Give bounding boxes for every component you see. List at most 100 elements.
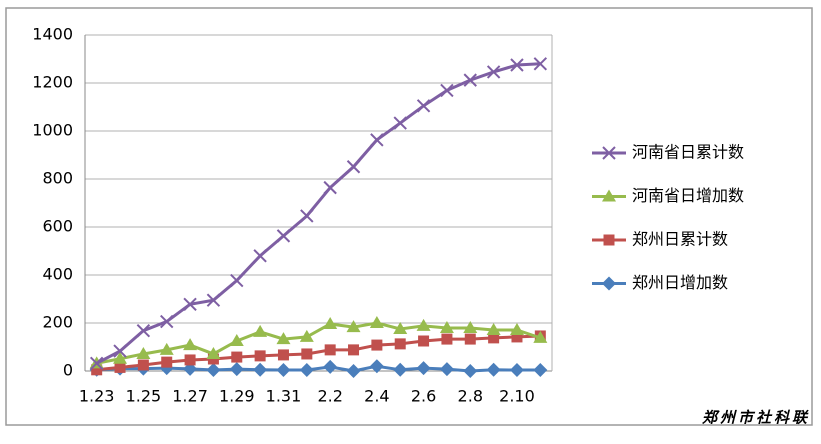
marker xyxy=(113,344,127,358)
chart-frame xyxy=(5,7,813,426)
marker xyxy=(511,331,523,343)
marker xyxy=(276,229,291,243)
y-tick-label: 1200 xyxy=(32,73,73,92)
marker xyxy=(369,316,384,328)
legend-label: 河南省日增加数 xyxy=(632,186,744,205)
legend-label: 河南省日累计数 xyxy=(632,143,744,162)
y-tick-label: 1000 xyxy=(32,121,73,140)
marker xyxy=(299,363,314,378)
legend-label: 郑州日增加数 xyxy=(632,273,728,292)
marker xyxy=(253,362,268,377)
marker xyxy=(253,249,267,263)
marker xyxy=(137,359,149,371)
marker xyxy=(207,353,219,365)
x-tick-label: 1.23 xyxy=(79,387,115,406)
marker xyxy=(369,359,384,374)
y-tick-label: 600 xyxy=(42,217,73,236)
marker xyxy=(509,322,524,335)
legend-label: 郑州日累计数 xyxy=(632,230,728,249)
x-tick-label: 1.29 xyxy=(219,387,255,406)
marker xyxy=(346,320,361,333)
marker xyxy=(276,363,291,378)
marker xyxy=(416,99,431,113)
marker xyxy=(301,348,313,360)
marker xyxy=(160,314,174,329)
marker xyxy=(393,322,408,334)
marker xyxy=(370,133,384,147)
marker xyxy=(229,334,244,346)
marker xyxy=(418,335,430,347)
marker xyxy=(416,361,431,376)
marker xyxy=(231,351,243,363)
x-tick-label: 2.6 xyxy=(411,387,436,406)
marker xyxy=(440,83,454,98)
marker xyxy=(113,351,128,364)
marker xyxy=(206,346,221,359)
marker xyxy=(603,234,615,246)
marker xyxy=(463,73,477,87)
marker xyxy=(509,363,524,378)
x-tick-label: 2.10 xyxy=(499,387,535,406)
marker xyxy=(486,65,501,79)
marker xyxy=(416,318,431,331)
y-tick-label: 400 xyxy=(42,265,73,284)
marker xyxy=(346,160,361,174)
y-tick-label: 0 xyxy=(63,361,73,380)
marker xyxy=(161,356,173,368)
marker xyxy=(348,344,360,356)
marker xyxy=(464,333,476,345)
marker xyxy=(159,342,174,355)
marker xyxy=(114,361,126,373)
marker xyxy=(371,339,383,351)
marker xyxy=(510,58,524,72)
marker xyxy=(439,362,454,377)
marker xyxy=(254,350,266,362)
y-tick-label: 200 xyxy=(42,313,73,332)
marker xyxy=(393,116,407,130)
marker xyxy=(229,362,244,377)
marker xyxy=(323,359,338,374)
y-tick-label: 800 xyxy=(42,169,73,188)
marker xyxy=(486,322,501,335)
marker xyxy=(488,332,500,344)
marker xyxy=(323,316,338,329)
marker xyxy=(394,338,406,350)
marker xyxy=(277,349,289,361)
marker xyxy=(230,273,244,288)
marker xyxy=(253,324,268,337)
x-tick-label: 2.8 xyxy=(458,387,483,406)
marker xyxy=(463,321,478,334)
marker xyxy=(136,323,151,338)
marker xyxy=(323,180,337,195)
watermark: 郑州市社科联 xyxy=(701,409,810,427)
marker xyxy=(602,276,616,291)
marker xyxy=(184,354,196,366)
x-tick-label: 1.25 xyxy=(126,387,162,406)
marker xyxy=(183,338,198,351)
marker xyxy=(533,330,548,343)
marker xyxy=(324,344,336,356)
x-tick-label: 1.27 xyxy=(172,387,208,406)
marker xyxy=(441,333,453,345)
x-tick-label: 2.2 xyxy=(317,387,342,406)
marker xyxy=(346,364,361,378)
marker xyxy=(276,332,291,345)
marker xyxy=(463,364,478,378)
marker xyxy=(486,362,501,377)
marker xyxy=(91,364,103,376)
y-tick-label: 1400 xyxy=(32,25,73,44)
marker xyxy=(300,209,314,223)
marker xyxy=(439,321,454,334)
marker xyxy=(206,363,221,378)
marker xyxy=(533,363,548,378)
marker xyxy=(602,189,616,202)
marker xyxy=(136,346,151,359)
marker xyxy=(299,329,314,342)
marker xyxy=(393,362,408,377)
marker xyxy=(206,293,221,307)
x-tick-label: 1.31 xyxy=(266,387,302,406)
marker xyxy=(89,356,104,371)
marker xyxy=(602,146,616,160)
marker xyxy=(533,57,548,71)
